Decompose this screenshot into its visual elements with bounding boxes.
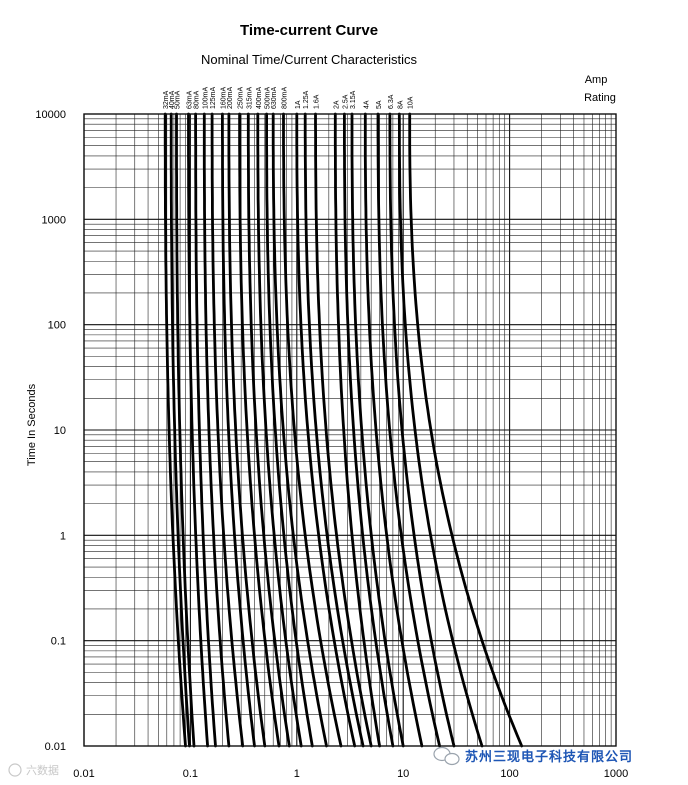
rating-label: 125mA	[210, 86, 217, 109]
rating-label: 630mA	[271, 86, 278, 109]
rating-label: 400mA	[256, 86, 263, 109]
curve-40ma	[169, 112, 191, 748]
amp-rating-heading-line2: Rating	[584, 92, 616, 104]
rating-label: 2A	[333, 100, 340, 109]
rating-label: 80mA	[194, 90, 201, 109]
rating-label: 1.6A	[314, 94, 321, 109]
rating-label: 8A	[397, 100, 404, 109]
x-tick-label: 1	[294, 768, 300, 780]
rating-label: 3.15A	[350, 90, 357, 109]
rating-label: 50mA	[175, 90, 182, 109]
curve-3-15a	[350, 112, 405, 748]
curve-315ma	[246, 112, 291, 748]
rating-label: 4A	[363, 100, 370, 109]
curve-63ma	[187, 112, 210, 748]
rating-label: 10A	[408, 96, 415, 109]
curve-2a	[333, 112, 382, 748]
curve-500ma	[265, 112, 314, 748]
watermark-right-text: 苏州三现电子科技有限公司	[465, 749, 633, 764]
curve-8a	[397, 112, 484, 748]
rating-label: 32mA	[163, 90, 170, 109]
chat-bubble-icon	[433, 746, 460, 766]
grid	[83, 114, 616, 747]
curve-2-5a	[342, 112, 395, 748]
x-tick-label: 1000	[604, 768, 628, 780]
curve-80ma	[194, 112, 217, 748]
rating-label: 160mA	[220, 86, 227, 109]
rating-label: 100mA	[202, 86, 209, 109]
fuse-curves	[163, 112, 524, 748]
rating-label: 250mA	[238, 86, 245, 109]
curve-630ma	[271, 112, 328, 748]
watermark-left: 六数据	[8, 763, 59, 777]
curve-32ma	[163, 112, 187, 748]
y-tick-label: 1000	[42, 214, 66, 226]
curve-5a	[376, 112, 442, 748]
rating-label: 200mA	[227, 86, 234, 109]
curve-400ma	[256, 112, 303, 748]
curve-250ma	[238, 112, 281, 748]
y-tick-label: 1	[60, 530, 66, 542]
curve-160ma	[220, 112, 256, 748]
curve-1-25a	[303, 112, 365, 748]
curve-1-6a	[314, 112, 373, 748]
curve-4a	[363, 112, 424, 748]
y-tick-label: 10000	[35, 109, 66, 121]
x-tick-label: 100	[500, 768, 518, 780]
rating-label: 40mA	[169, 90, 176, 109]
watermark-right: 苏州三现电子科技有限公司	[433, 746, 633, 766]
y-tick-labels: 10000 1000 100 10 1 0.1 0.01	[35, 109, 66, 753]
curve-200ma	[227, 112, 267, 748]
plot-frame	[83, 113, 617, 747]
y-tick-label: 10	[54, 425, 66, 437]
chart-title: Time-current Curve	[240, 22, 378, 39]
rating-label: 63mA	[187, 90, 194, 109]
rating-label: 800mA	[282, 86, 289, 109]
y-tick-label: 100	[48, 320, 66, 332]
rating-label: 500mA	[265, 86, 272, 109]
y-tick-label: 0.1	[51, 636, 66, 648]
rating-label: 6.3A	[388, 94, 395, 109]
curve-800ma	[282, 112, 343, 748]
curve-50ma	[175, 112, 196, 748]
curve-1a	[295, 112, 357, 748]
curve-100ma	[202, 112, 231, 748]
x-tick-label: 10	[397, 768, 409, 780]
curve-6-3a	[388, 112, 456, 748]
rating-label: 2.5A	[342, 94, 349, 109]
x-tick-label: 0.01	[73, 768, 94, 780]
y-tick-label: 0.01	[45, 741, 66, 753]
rating-label: 315mA	[246, 86, 253, 109]
curve-125ma	[210, 112, 245, 748]
rating-label: 5A	[376, 100, 383, 109]
x-tick-labels: 0.01 0.1 1 10 100 1000	[73, 768, 628, 780]
chart-subtitle: Nominal Time/Current Characteristics	[201, 52, 418, 67]
y-axis-label: Time In Seconds	[26, 383, 38, 466]
watermark-logo-icon	[8, 763, 22, 777]
rating-label: 1.25A	[303, 90, 310, 109]
curve-10a	[408, 112, 524, 748]
watermark-left-text: 六数据	[26, 763, 59, 777]
amp-rating-heading-line1: Amp	[585, 74, 608, 86]
x-tick-label: 0.1	[183, 768, 198, 780]
rating-label: 1A	[295, 100, 302, 109]
